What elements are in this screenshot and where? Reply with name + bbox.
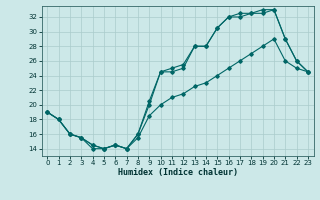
- X-axis label: Humidex (Indice chaleur): Humidex (Indice chaleur): [118, 168, 237, 177]
